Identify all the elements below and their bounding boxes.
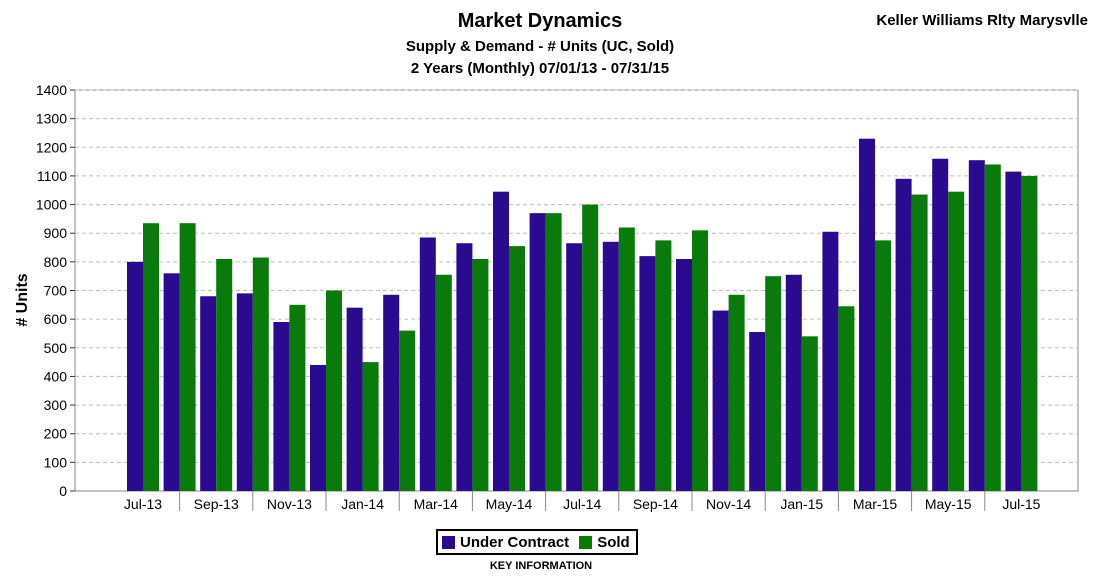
bar-sold: [216, 258, 233, 491]
chart-title: Market Dynamics: [457, 10, 623, 32]
bar-under-contract: [310, 364, 326, 491]
y-tick-label: 0: [59, 483, 67, 499]
bar-sold: [143, 223, 159, 492]
key-information-caption: KEY INFORMATION: [489, 560, 593, 572]
y-tick-label: 1300: [36, 111, 67, 127]
bar-under-contract: [346, 307, 363, 491]
bar-under-contract: [419, 237, 436, 491]
bar-sold: [179, 223, 196, 492]
bar-sold: [1021, 175, 1038, 491]
y-tick-label: 500: [44, 340, 68, 356]
bar-under-contract: [1005, 171, 1022, 491]
y-tick-label: 900: [44, 225, 68, 241]
bar-sold: [875, 240, 891, 491]
bar-sold: [362, 362, 379, 491]
y-tick-label: 600: [44, 311, 68, 327]
bar-sold: [545, 213, 562, 491]
bars: [127, 138, 1038, 492]
y-tick-label: 1000: [36, 197, 67, 213]
bar-under-contract: [639, 256, 656, 491]
bar-under-contract: [859, 138, 875, 491]
bar-sold: [435, 274, 452, 491]
bar-under-contract: [273, 322, 290, 491]
bar-sold: [692, 230, 708, 491]
x-tick-label: May-15: [925, 496, 972, 512]
bar-under-contract: [200, 296, 217, 491]
bar-sold: [765, 276, 782, 491]
x-tick-label: Jul-14: [563, 496, 601, 512]
bar-under-contract: [895, 178, 912, 492]
bar-under-contract: [822, 231, 839, 491]
x-tick-label: Jul-15: [1002, 496, 1040, 512]
bar-under-contract: [602, 241, 619, 491]
y-tick-label: 200: [44, 426, 68, 442]
legend: Under Contract Sold: [436, 529, 638, 555]
bar-under-contract: [163, 273, 180, 491]
bar-under-contract: [968, 160, 985, 492]
axes: 0 100 200 300 400 500 600 700 800 900 1000 1100 1200…: [36, 82, 1041, 512]
bar-under-contract: [383, 294, 400, 491]
x-tick-label: Nov-14: [706, 496, 751, 512]
x-tick-label: Jan-14: [341, 496, 384, 512]
bar-under-contract: [456, 243, 473, 491]
bar-sold: [984, 164, 1001, 491]
y-tick-label: 1200: [36, 139, 67, 155]
bar-sold: [838, 306, 855, 491]
bar-sold: [728, 294, 745, 491]
chart-period: 2 Years (Monthly) 07/01/13 - 07/31/15: [410, 60, 670, 77]
bar-under-contract: [529, 213, 546, 491]
bar-sold: [472, 258, 489, 491]
x-tick-label: Nov-13: [267, 496, 312, 512]
bar-sold: [289, 304, 306, 491]
bar-chart: 0 100 200 300 400 500 600 700 800 900 1000 1100 1200…: [14, 82, 1079, 512]
y-tick-label: 300: [44, 397, 68, 413]
y-tick-label: 700: [44, 283, 68, 299]
legend-swatch-sold: [579, 535, 593, 549]
x-tick-label: Jan-15: [780, 496, 823, 512]
bar-sold: [948, 191, 965, 492]
bar-under-contract: [712, 310, 729, 491]
bar-under-contract: [785, 274, 802, 491]
y-tick-label: 1100: [37, 168, 67, 184]
y-tick-label: 800: [44, 254, 68, 270]
y-tick-label: 1400: [36, 82, 67, 98]
bar-sold: [252, 257, 269, 491]
y-tick-label: 100: [44, 454, 68, 470]
chart-subtitle: Supply & Demand - # Units (UC, Sold): [405, 38, 675, 55]
x-tick-label: Mar-14: [414, 496, 459, 512]
bar-sold: [911, 194, 928, 491]
bar-sold: [618, 227, 635, 491]
x-tick-label: Mar-15: [853, 496, 898, 512]
legend-label-under-contract: Under Contract: [460, 533, 570, 551]
legend-swatch-under-contract: [442, 535, 455, 549]
x-tick-label: May-14: [486, 496, 533, 512]
bar-under-contract: [127, 261, 143, 491]
x-tick-label: Sep-14: [633, 496, 678, 512]
bar-sold: [801, 336, 818, 491]
bar-under-contract: [749, 332, 766, 491]
bar-under-contract: [932, 158, 949, 491]
bar-sold: [655, 240, 672, 491]
x-tick-label: Jul-13: [124, 496, 162, 512]
y-axis-label: # Units: [14, 273, 31, 326]
bar-under-contract: [236, 293, 253, 491]
bar-under-contract: [676, 258, 692, 491]
brokerage-name: Keller Williams Rlty Marysvlle: [876, 12, 1088, 29]
x-tick-label: Sep-13: [194, 496, 239, 512]
legend-label-sold: Sold: [597, 533, 630, 551]
y-tick-label: 400: [44, 368, 68, 384]
bar-under-contract: [493, 191, 509, 492]
bar-under-contract: [566, 243, 583, 491]
bar-sold: [582, 204, 599, 492]
bar-sold: [509, 246, 525, 491]
bar-sold: [326, 290, 342, 491]
bar-sold: [399, 330, 416, 491]
